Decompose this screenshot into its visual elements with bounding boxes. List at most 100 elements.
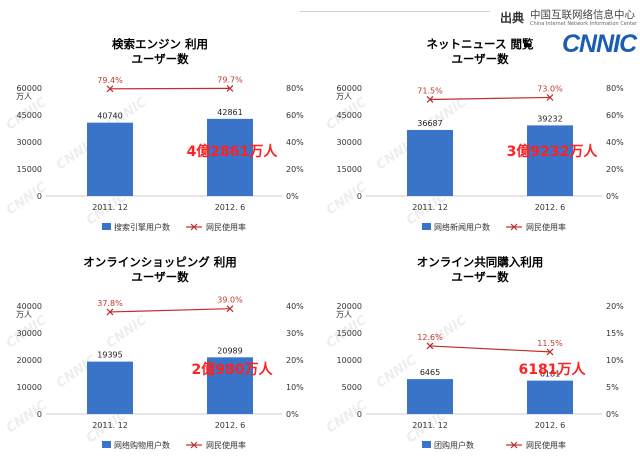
x-tick-label: 2012. 6 xyxy=(535,203,566,212)
y2-tick-label: 40% xyxy=(286,302,304,311)
watermark-mark: CNNIC xyxy=(324,398,370,437)
y-tick-label: 10000 xyxy=(337,356,362,365)
bar-value-label: 36687 xyxy=(417,119,442,128)
y-tick-label: 45000 xyxy=(17,111,42,120)
y2-tick-label: 0% xyxy=(286,192,299,201)
y-tick-label: 10000 xyxy=(17,383,42,392)
y-tick-label: 45000 xyxy=(337,111,362,120)
bar-2 xyxy=(527,381,573,414)
y2-tick-label: 40% xyxy=(606,138,624,147)
x-tick-label: 2012. 6 xyxy=(215,421,246,430)
y2-tick-label: 80% xyxy=(606,84,624,93)
x-tick-label: 2011. 12 xyxy=(412,203,448,212)
line-value-label: 79.7% xyxy=(217,75,243,84)
legend-line-label: 网民使用率 xyxy=(206,222,246,232)
usage-rate-line xyxy=(430,97,550,99)
watermark-mark: CNNIC xyxy=(4,398,50,437)
y-tick-label: 30000 xyxy=(17,138,42,147)
bar-value-label: 42861 xyxy=(217,108,242,117)
user-count-callout: 2億980万人 xyxy=(192,361,274,378)
y2-tick-label: 10% xyxy=(286,383,304,392)
y-tick-label: 0 xyxy=(37,192,42,201)
bar-1 xyxy=(87,123,133,196)
y2-tick-label: 5% xyxy=(606,383,619,392)
user-count-callout: 6181万人 xyxy=(519,361,587,378)
y2-tick-label: 30% xyxy=(286,329,304,338)
user-count-callout: 3億9232万人 xyxy=(507,143,599,160)
header-divider xyxy=(300,11,490,12)
chart-title: オンラインショッピング 利用 xyxy=(83,255,237,269)
line-value-label: 12.6% xyxy=(417,333,443,342)
line-value-label: 39.0% xyxy=(217,296,243,305)
bar-value-label: 20989 xyxy=(217,346,242,355)
y-unit-label: 万人 xyxy=(16,310,32,319)
bar-value-label: 40740 xyxy=(97,112,122,121)
line-value-label: 79.4% xyxy=(97,76,123,85)
legend-line-label: 网民使用率 xyxy=(526,222,566,232)
bar-value-label: 39232 xyxy=(537,114,562,123)
y-tick-label: 15000 xyxy=(337,329,362,338)
x-tick-label: 2011. 12 xyxy=(92,421,128,430)
y-unit-label: 万人 xyxy=(336,310,352,319)
line-value-label: 73.0% xyxy=(537,84,563,93)
watermark-mark: CNNIC xyxy=(324,180,370,219)
y2-tick-label: 60% xyxy=(286,111,304,120)
y2-tick-label: 10% xyxy=(606,356,624,365)
y-tick-label: 0 xyxy=(37,410,42,419)
line-value-label: 11.5% xyxy=(537,339,563,348)
legend-bar-label: 搜索引擎用户数 xyxy=(114,222,170,232)
bar-2 xyxy=(527,125,573,196)
bar-value-label: 19395 xyxy=(97,351,122,360)
usage-rate-line xyxy=(110,309,230,312)
chart-title: ユーザー数 xyxy=(131,52,189,66)
user-count-callout: 4億2861万人 xyxy=(187,143,279,160)
y2-tick-label: 80% xyxy=(286,84,304,93)
usage-rate-line xyxy=(430,346,550,352)
y2-tick-label: 20% xyxy=(286,356,304,365)
y2-tick-label: 0% xyxy=(286,410,299,419)
y-unit-label: 万人 xyxy=(16,92,32,101)
watermark-mark: CNNIC xyxy=(4,180,50,219)
y-tick-label: 20000 xyxy=(17,356,42,365)
y2-tick-label: 15% xyxy=(606,329,624,338)
legend-bar-label: 网络购物用户数 xyxy=(114,440,170,450)
y-tick-label: 0 xyxy=(357,410,362,419)
bar-value-label: 6465 xyxy=(420,368,440,377)
y-unit-label: 万人 xyxy=(336,92,352,101)
y-tick-label: 15000 xyxy=(337,165,362,174)
chart-title: オンライン共同購入利用 xyxy=(417,255,544,269)
chart-svg: CNNICCNNICCNNICCNNICCNNICオンライン共同購入利用ユーザー… xyxy=(320,248,640,462)
legend-bar-label: 网络新闻用户数 xyxy=(434,222,490,232)
y-tick-label: 30000 xyxy=(337,138,362,147)
org-name-en: China Internet Network Information Cente… xyxy=(530,21,637,27)
y2-tick-label: 20% xyxy=(286,165,304,174)
legend-bar-swatch xyxy=(422,223,431,230)
x-tick-label: 2012. 6 xyxy=(215,203,246,212)
legend-bar-swatch xyxy=(102,441,111,448)
chart-title: ユーザー数 xyxy=(131,270,189,284)
bar-1 xyxy=(407,379,453,414)
y2-tick-label: 0% xyxy=(606,410,619,419)
line-value-label: 71.5% xyxy=(417,86,443,95)
source-label: 出典 xyxy=(500,9,524,26)
y-tick-label: 15000 xyxy=(17,165,42,174)
x-tick-label: 2011. 12 xyxy=(92,203,128,212)
y-tick-label: 30000 xyxy=(17,329,42,338)
org-name-cn: 中国互联网络信息中心 xyxy=(530,7,635,22)
x-tick-label: 2011. 12 xyxy=(412,421,448,430)
legend-bar-swatch xyxy=(422,441,431,448)
watermark-mark: CNNIC xyxy=(104,313,150,352)
x-tick-label: 2012. 6 xyxy=(535,421,566,430)
legend-bar-swatch xyxy=(102,223,111,230)
y2-tick-label: 0% xyxy=(606,192,619,201)
legend-line-label: 网民使用率 xyxy=(206,440,246,450)
y-tick-label: 0 xyxy=(357,192,362,201)
y2-tick-label: 20% xyxy=(606,165,624,174)
